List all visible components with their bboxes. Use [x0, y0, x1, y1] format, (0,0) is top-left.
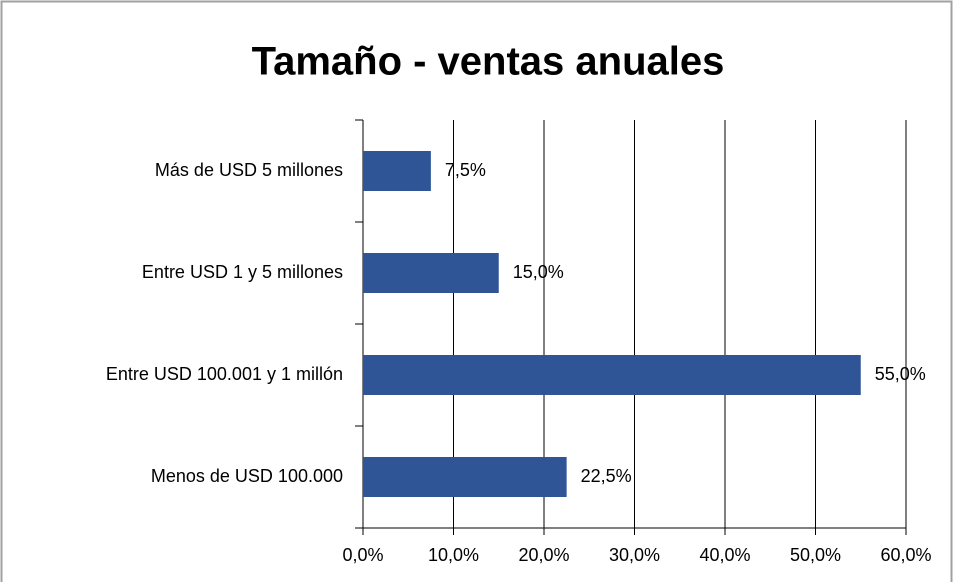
bar: [363, 253, 499, 293]
chart-title: Tamaño - ventas anuales: [252, 40, 725, 84]
value-label: 55,0%: [875, 364, 926, 384]
value-label: 15,0%: [513, 262, 564, 282]
y-tick-label: Menos de USD 100.000: [151, 466, 343, 486]
value-label: 22,5%: [581, 466, 632, 486]
y-tick-label: Entre USD 1 y 5 millones: [142, 262, 343, 282]
y-tick-label: Más de USD 5 millones: [155, 160, 343, 180]
x-tick-label: 20,0%: [518, 545, 569, 565]
x-tick-label: 30,0%: [609, 545, 660, 565]
bar: [363, 151, 431, 191]
y-tick-label: Entre USD 100.001 y 1 millón: [106, 364, 343, 384]
bar: [363, 457, 567, 497]
value-label: 7,5%: [445, 160, 486, 180]
x-tick-label: 10,0%: [428, 545, 479, 565]
x-tick-label: 0,0%: [342, 545, 383, 565]
x-tick-label: 60,0%: [880, 545, 931, 565]
bar: [363, 355, 861, 395]
x-tick-label: 50,0%: [790, 545, 841, 565]
x-tick-label: 40,0%: [699, 545, 750, 565]
